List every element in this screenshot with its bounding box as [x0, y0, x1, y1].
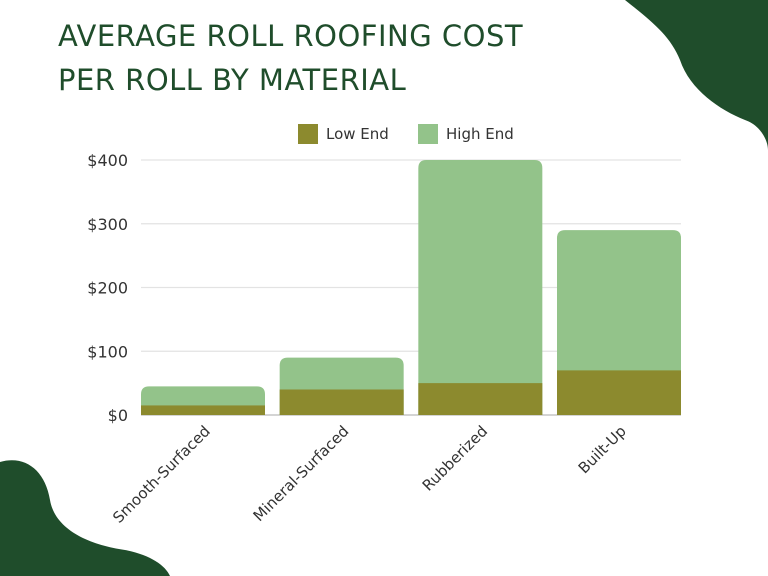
legend-label: High End	[446, 125, 514, 143]
y-tick-label: $0	[108, 406, 128, 425]
bar-high-end	[557, 230, 681, 415]
corner-blob-top-right	[625, 0, 768, 150]
x-tick-label: Built-Up	[575, 422, 630, 477]
y-tick-label: $100	[87, 342, 128, 361]
legend-swatch	[298, 124, 318, 144]
y-tick-label: $400	[87, 151, 128, 170]
y-tick-label: $300	[87, 215, 128, 234]
bar-low-end	[418, 383, 543, 415]
chart-title-line-1: AVERAGE ROLL ROOFING COST	[58, 19, 524, 53]
x-tick-label: Smooth-Surfaced	[109, 422, 214, 527]
legend-label: Low End	[326, 125, 389, 143]
bar-low-end	[141, 405, 265, 415]
x-tick-label: Rubberized	[419, 422, 491, 494]
corner-blob-bottom-left	[0, 460, 170, 576]
x-tick-label: Mineral-Surfaced	[250, 422, 353, 525]
legend-swatch	[418, 124, 438, 144]
chart-title-line-2: PER ROLL BY MATERIAL	[58, 63, 407, 97]
bar-low-end	[279, 389, 404, 415]
y-tick-label: $200	[87, 279, 128, 298]
chart-title: AVERAGE ROLL ROOFING COST PER ROLL BY MA…	[58, 14, 523, 102]
bar-low-end	[557, 370, 681, 415]
bar-high-end	[418, 160, 543, 415]
